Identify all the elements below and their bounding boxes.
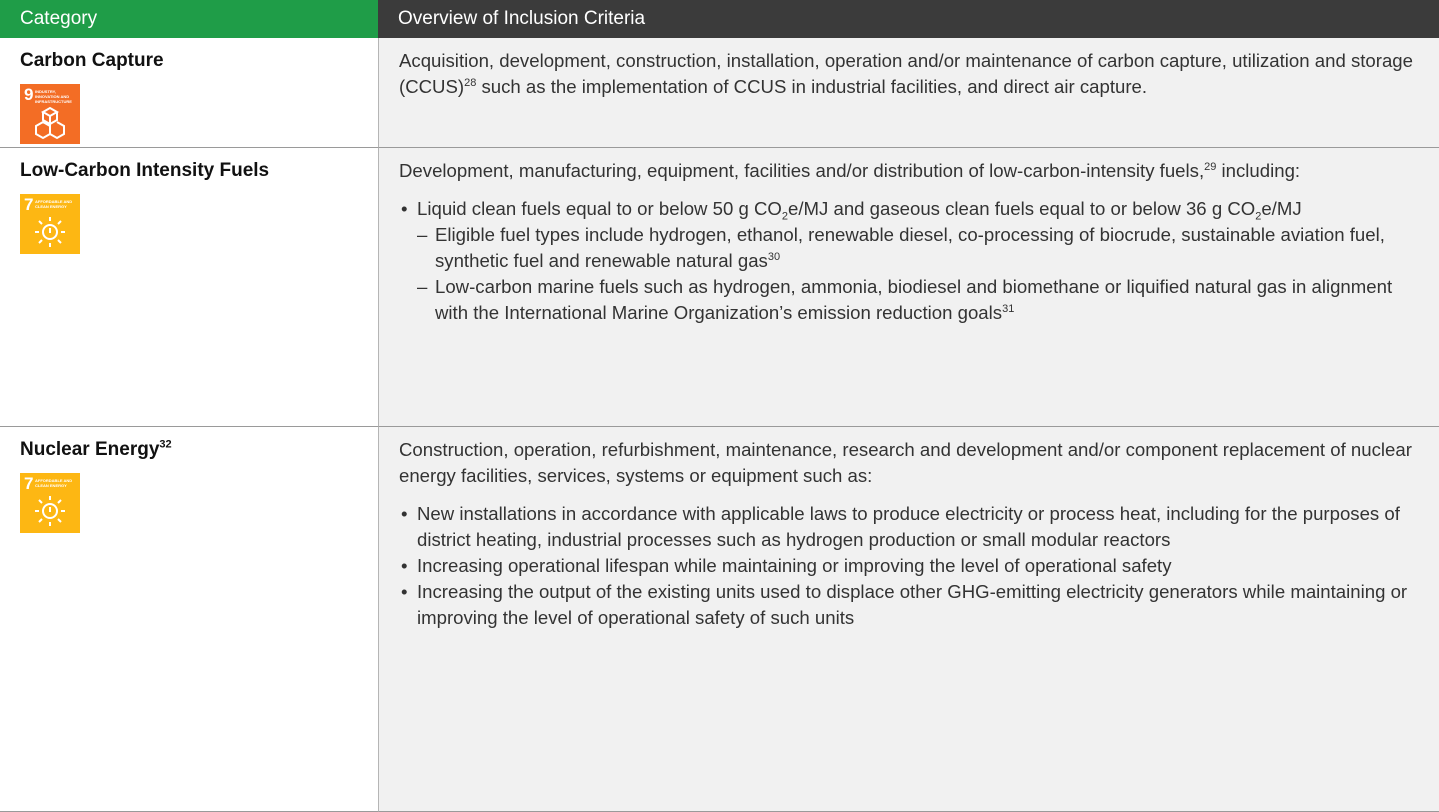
paragraph: Acquisition, development, construction, …: [399, 48, 1429, 100]
sdg-symbol: [35, 496, 65, 526]
text: Eligible fuel types include hydrogen, et…: [435, 224, 1385, 271]
category-cell: Carbon Capture 9 INDUSTRY, INNOVATION AND …: [0, 38, 378, 148]
category-cell: Nuclear Energy32 7 AFFORDABLE AND CLEAN EN…: [0, 427, 378, 812]
dash-item: Low-carbon marine fuels such as hydrogen…: [399, 274, 1429, 326]
sdg-icon: 7 AFFORDABLE AND CLEAN ENERGY: [20, 194, 80, 254]
text: including:: [1216, 160, 1301, 181]
category-name: Carbon Capture: [20, 50, 378, 72]
text: New installations in accordance with app…: [417, 503, 1400, 550]
dash-item: Eligible fuel types include hydrogen, et…: [399, 222, 1429, 274]
category-cell: Low-Carbon Intensity Fuels 7 AFFORDABLE AN…: [0, 148, 378, 427]
category-name: Nuclear Energy32: [20, 439, 378, 461]
bullet-item: New installations in accordance with app…: [399, 501, 1429, 553]
sdg-icon: 7 AFFORDABLE AND CLEAN ENERGY: [20, 473, 80, 533]
text: Low-carbon marine fuels such as hydrogen…: [435, 276, 1393, 323]
text: Acquisition, development, construction, …: [399, 50, 1413, 97]
footnote-ref: 28: [464, 76, 477, 89]
sdg-label: INDUSTRY, INNOVATION AND INFRASTRUCTURE: [35, 89, 72, 104]
subscript: 2: [1255, 210, 1262, 223]
paragraph: Construction, operation, refurbishment, …: [399, 437, 1429, 489]
sdg-symbol: [35, 217, 65, 247]
text: such as the implementation of CCUS in in…: [476, 76, 1148, 97]
sdg-icon: 9 INDUSTRY, INNOVATION AND INFRASTRUCTURE: [20, 84, 80, 144]
subscript: 2: [781, 210, 789, 223]
footnote-ref: 31: [1002, 302, 1015, 315]
sdg-label: AFFORDABLE AND CLEAN ENERGY: [35, 478, 73, 488]
sdg-number: 9: [24, 85, 34, 104]
text: e/MJ and gaseous clean fuels equal to or…: [788, 198, 1256, 219]
text: Increasing operational lifespan while ma…: [417, 555, 1172, 576]
text: Low-Carbon Intensity Fuels: [20, 160, 270, 181]
footnote-ref: 30: [767, 250, 781, 263]
sdg-symbol: [35, 106, 65, 140]
bullet-item: Increasing the output of the existing un…: [399, 579, 1429, 631]
header-category: Category: [0, 0, 378, 38]
bullet-item: Liquid clean fuels equal to or below 50 …: [399, 196, 1429, 222]
criteria-cell: Development, manufacturing, equipment, f…: [378, 148, 1439, 427]
text: e/MJ: [1261, 198, 1302, 219]
text: Development, manufacturing, equipment, f…: [399, 160, 1205, 181]
header-overview: Overview of Inclusion Criteria: [378, 0, 1439, 38]
bullet-item: Increasing operational lifespan while ma…: [399, 553, 1429, 579]
paragraph: Development, manufacturing, equipment, f…: [399, 158, 1429, 184]
criteria-cell: Acquisition, development, construction, …: [378, 38, 1439, 148]
footnote-ref: 32: [159, 438, 172, 451]
text: Construction, operation, refurbishment, …: [399, 439, 1412, 486]
text: Liquid clean fuels equal to or below 50 …: [417, 198, 782, 219]
sdg-label: AFFORDABLE AND CLEAN ENERGY: [35, 199, 73, 209]
category-name: Low-Carbon Intensity Fuels: [20, 160, 378, 182]
criteria-cell: Construction, operation, refurbishment, …: [378, 427, 1439, 812]
sdg-number: 7: [24, 195, 34, 214]
text: Nuclear Energy: [20, 439, 160, 460]
text: Carbon Capture: [20, 50, 164, 71]
sdg-number: 7: [24, 474, 34, 493]
footnote-ref: 29: [1204, 160, 1217, 173]
text: Increasing the output of the existing un…: [417, 581, 1408, 628]
